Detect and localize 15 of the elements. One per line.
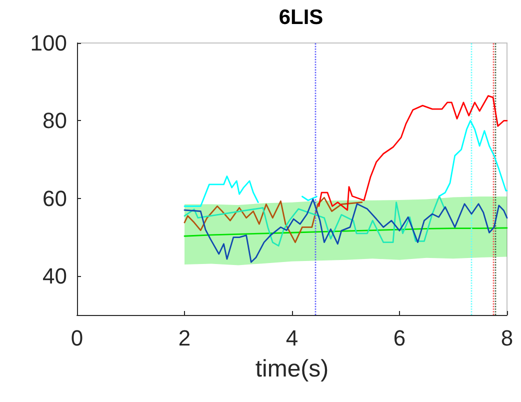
line-series: [318, 95, 508, 211]
x-tick-label: 2: [178, 326, 191, 350]
x-tick-label: 8: [500, 326, 514, 350]
line-series: [184, 195, 446, 247]
y-tick-label: 80: [42, 108, 67, 134]
y-tick-label: 40: [42, 264, 67, 289]
line-series: [184, 227, 508, 237]
y-tick-label: 60: [42, 186, 67, 211]
x-tick-label: 4: [286, 326, 298, 350]
line-series: [184, 196, 363, 244]
x-tick-label: 6: [393, 326, 406, 350]
y-tick-label: 100: [30, 30, 67, 56]
chart-title: 6LIS: [278, 6, 324, 29]
x-axis-title: time(s): [255, 356, 329, 382]
x-tick-label: 0: [70, 326, 84, 350]
